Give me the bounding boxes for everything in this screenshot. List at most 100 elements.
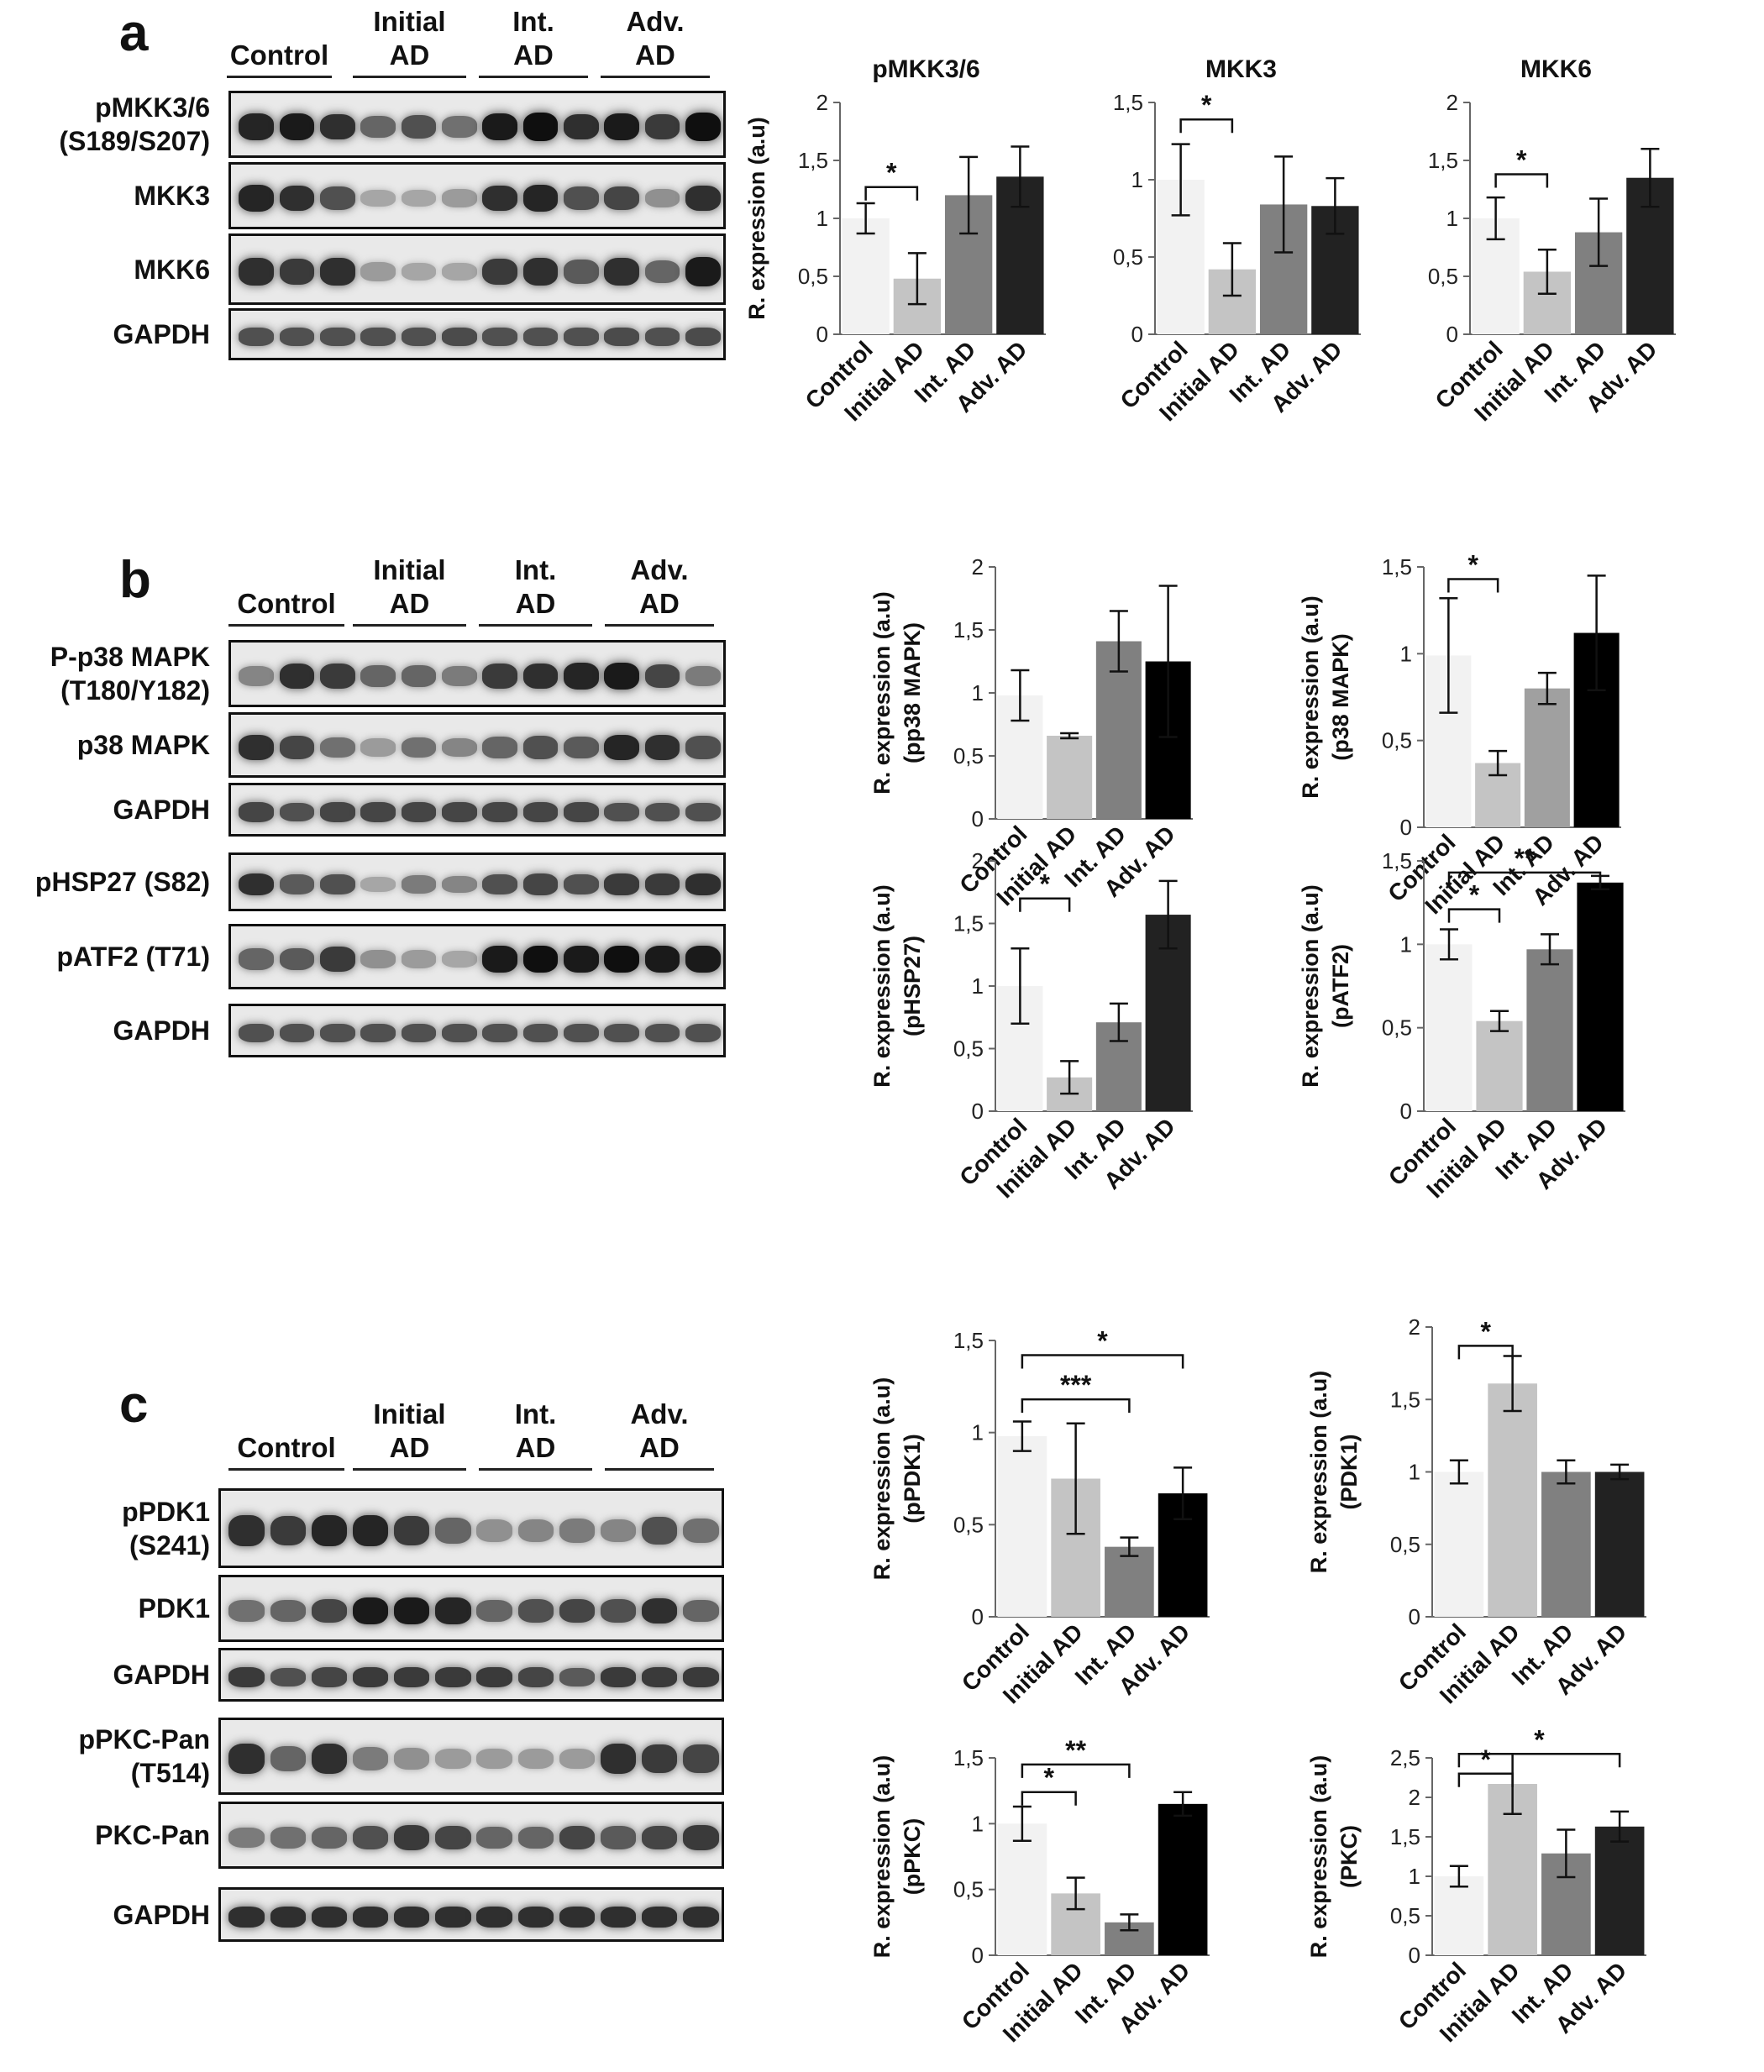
blot-band <box>360 262 396 281</box>
x-tick-label: Adv. AD <box>951 336 1032 417</box>
blot-band <box>442 328 477 346</box>
blot-label: pHSP27 (S82) <box>35 865 210 899</box>
blot-band <box>401 262 437 281</box>
group-underline <box>228 624 344 627</box>
y-tick-label: 1,5 <box>1113 90 1143 115</box>
x-tick-label: Adv. AD <box>1099 1113 1180 1194</box>
blot-band <box>604 662 639 690</box>
blot-band <box>435 1907 471 1928</box>
blot-band <box>270 1515 306 1546</box>
x-tick-label: Control <box>1394 1618 1471 1696</box>
blot-label: PDK1 <box>139 1592 210 1625</box>
group-header: Initial AD <box>353 5 466 78</box>
blot-band <box>270 1907 306 1928</box>
blot-band <box>360 664 396 688</box>
bar <box>1626 177 1674 334</box>
blot-band <box>685 257 721 286</box>
blot-band <box>517 1599 554 1623</box>
y-tick-label: 0,5 <box>953 1877 984 1902</box>
blot-label: pPKC-Pan (T514) <box>79 1723 210 1790</box>
x-tick-label: Int. AD <box>909 336 980 407</box>
blot-band <box>228 1600 265 1622</box>
group-header-line: Control <box>237 588 336 619</box>
significance-bracket <box>1457 1345 1514 1360</box>
x-tick-label: Control <box>957 1957 1034 2034</box>
blot-band <box>476 1599 512 1623</box>
x-tick-label: Adv. AD <box>1266 336 1347 417</box>
bar <box>1577 882 1624 1111</box>
x-tick-label: Int. AD <box>1488 829 1559 900</box>
blot-band <box>279 258 315 286</box>
blot-band <box>352 1667 389 1687</box>
bar <box>842 218 890 334</box>
x-tick-label: Adv. AD <box>1114 1618 1195 1700</box>
y-tick-label: 1,5 <box>1382 848 1412 873</box>
blot-band <box>270 1827 306 1849</box>
x-tick-label: Initial AD <box>998 1957 1088 2047</box>
y-tick-label: 0 <box>972 1943 984 1968</box>
group-underline <box>353 624 466 627</box>
y-axis-label: R. expression (a.u) <box>1306 1371 1331 1574</box>
blot-label-line: P-p38 MAPK <box>50 642 210 672</box>
group-header-line: AD <box>639 588 680 619</box>
bar <box>1145 915 1191 1111</box>
blot-band <box>401 328 437 346</box>
blot-label-line: GAPDH <box>113 1015 210 1046</box>
blot-band <box>311 1826 348 1849</box>
blot-band <box>559 1825 596 1850</box>
y-tick-label: 2 <box>816 90 828 115</box>
y-axis-label: (pPDK1) <box>900 1434 925 1524</box>
bar <box>1434 1471 1484 1617</box>
blot-band <box>239 258 274 286</box>
blot-label: GAPDH <box>113 1898 210 1932</box>
group-header: Adv. AD <box>605 1398 714 1471</box>
blot-band <box>642 1825 678 1850</box>
significance-label: * <box>1481 1316 1492 1346</box>
blot-band <box>311 1744 348 1774</box>
y-tick-label: 1,5 <box>1390 1387 1420 1412</box>
y-tick-label: 0,5 <box>953 1036 984 1062</box>
y-tick-label: 1,5 <box>953 1745 984 1770</box>
group-underline <box>605 1468 714 1471</box>
blot-label-line: pMKK3/6 <box>95 92 210 123</box>
x-tick-label: Adv. AD <box>1527 829 1609 910</box>
bar <box>1541 1471 1591 1617</box>
group-header-line: Int. <box>514 1398 557 1429</box>
blot-label: P-p38 MAPK (T180/Y182) <box>50 640 210 707</box>
y-tick-label: 0,5 <box>953 1512 984 1537</box>
x-tick-label: Control <box>957 1618 1034 1696</box>
x-tick-label: Control <box>1431 336 1508 413</box>
group-header: Control <box>227 39 332 78</box>
x-tick-label: Int. AD <box>1507 1618 1578 1690</box>
blot-band <box>517 1748 554 1770</box>
blot-image <box>218 1802 724 1869</box>
x-tick-label: Initial AD <box>998 1618 1088 1708</box>
blot-band <box>564 802 599 822</box>
blot-band <box>228 1667 265 1687</box>
significance-bracket <box>864 186 919 201</box>
blot-label: GAPDH <box>113 317 210 351</box>
y-axis-label: R. expression (a.u) <box>869 1377 895 1581</box>
blot-label-line: pPDK1 <box>122 1496 210 1527</box>
group-header: Int. AD <box>479 5 588 78</box>
x-tick-label: Initial AD <box>991 1113 1081 1203</box>
group-header-line: Int. <box>512 6 554 37</box>
x-tick-label: Int. AD <box>1490 1113 1562 1184</box>
significance-label: *** <box>1060 1370 1092 1400</box>
chart-title: MKK3 <box>1205 55 1277 83</box>
blot-band <box>564 260 599 284</box>
y-tick-label: 1 <box>1400 641 1412 666</box>
blot-band <box>442 1023 477 1043</box>
blot-band <box>522 873 559 895</box>
blot-band <box>239 735 274 760</box>
blot-band <box>685 328 721 346</box>
blot-band <box>683 1825 719 1850</box>
blot-label-line: (S189/S207) <box>59 126 210 156</box>
blot-band <box>352 1747 389 1770</box>
blot-band <box>279 113 315 141</box>
y-tick-label: 1 <box>972 680 984 706</box>
blot-band <box>683 1744 719 1773</box>
blot-band <box>685 1023 721 1043</box>
blot-label-line: GAPDH <box>113 319 210 349</box>
blot-label: GAPDH <box>113 1014 210 1047</box>
